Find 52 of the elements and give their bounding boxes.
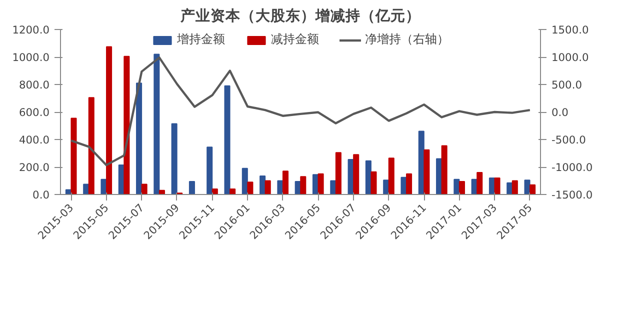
y-tick-label: 600.0 <box>18 106 50 119</box>
bar <box>141 184 148 194</box>
bar <box>88 97 94 194</box>
bar <box>512 180 518 194</box>
bar <box>436 158 442 194</box>
bar <box>388 158 394 194</box>
bar <box>424 149 430 194</box>
chart-title: 产业资本（大股东）增减持（亿元） <box>180 6 420 24</box>
bar <box>247 182 254 194</box>
y2-tick-label: -1500.0 <box>552 188 593 202</box>
y-tick-label: 0.0 <box>32 188 50 202</box>
bar <box>335 152 342 194</box>
bar <box>171 123 178 194</box>
y2-tick-label: 1500.0 <box>552 24 590 36</box>
bar <box>106 46 112 194</box>
bar <box>70 118 77 194</box>
y-tick-label: 1200.0 <box>12 24 50 36</box>
legend-label: 增持金额 <box>177 31 225 48</box>
y-tick-label: 200.0 <box>18 161 50 174</box>
bar <box>230 188 236 194</box>
bar <box>206 146 213 194</box>
legend-label: 净增持（右轴） <box>365 31 449 48</box>
bar <box>242 168 248 194</box>
bar <box>260 175 266 194</box>
bar <box>312 174 319 194</box>
y-tick-label: 800.0 <box>18 78 50 92</box>
y2-tick-label: -1000.0 <box>552 161 593 174</box>
bar <box>188 180 195 194</box>
bar <box>494 178 500 194</box>
bar <box>136 82 142 194</box>
legend-label: 减持金额 <box>271 31 319 48</box>
bar <box>154 54 160 194</box>
bar <box>264 180 271 194</box>
bar <box>124 56 130 194</box>
bar <box>441 145 448 194</box>
line-series <box>70 56 532 166</box>
bar <box>300 176 306 194</box>
y-tick-label: 1000.0 <box>12 51 50 64</box>
bar <box>318 173 324 194</box>
y2-tick-label: 500.0 <box>552 78 582 92</box>
bar <box>282 170 289 194</box>
y2-tick-label: 0.0 <box>552 106 569 119</box>
bar <box>370 171 377 194</box>
bar <box>530 184 536 194</box>
bar <box>224 85 230 194</box>
y-tick-label: 400.0 <box>18 134 50 146</box>
bar <box>458 180 465 194</box>
y2-tick-label: 1000.0 <box>552 51 590 64</box>
bar <box>406 173 412 194</box>
y2-tick-label: -500.0 <box>552 134 586 146</box>
bar <box>476 172 483 194</box>
bar <box>353 154 360 194</box>
